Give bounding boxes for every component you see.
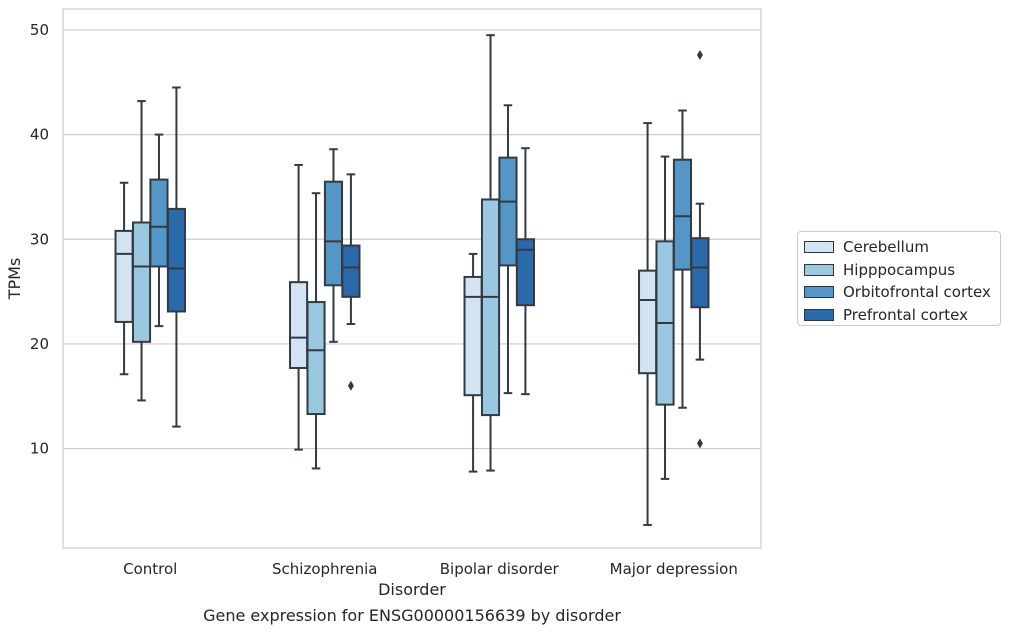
legend-swatch: [804, 263, 834, 276]
legend-label: Cerebellum: [843, 238, 929, 257]
box-cerebellum: [463, 252, 483, 473]
box-orbitofrontal-cortex: [149, 133, 169, 328]
y-tick-label: 50: [30, 21, 49, 39]
y-tick-label: 10: [30, 440, 49, 458]
legend-item: Hipppocampus: [804, 259, 1000, 282]
box-iqr: [323, 180, 344, 287]
box-prefrontal-cortex: [166, 86, 186, 428]
boxes: [114, 34, 710, 526]
box-iqr: [672, 158, 693, 271]
legend-item: Cerebellum: [804, 236, 1000, 259]
y-axis-label: TPMs: [5, 258, 24, 301]
box-orbitofrontal-cortex: [498, 104, 518, 395]
box-iqr: [638, 269, 658, 375]
legend: Cerebellum Hipppocampus Orbitofrontal cort…: [797, 231, 1001, 326]
box-cerebellum: [289, 163, 309, 451]
plot-frame: [62, 8, 762, 549]
box-cerebellum: [114, 181, 134, 376]
x-tick-label: Bipolar disorder: [440, 560, 560, 578]
box-prefrontal-cortex: [515, 147, 535, 396]
outlier-point: [696, 438, 703, 449]
x-tick-labels: Control Schizophrenia Bipolar disorder Majo…: [123, 560, 738, 578]
figure-caption: Gene expression for ENSG00000156639 by d…: [203, 606, 621, 625]
y-tick-label: 40: [30, 126, 49, 144]
box-iqr: [341, 244, 361, 298]
box-cerebellum: [638, 122, 658, 526]
box-hipppocampus: [131, 100, 152, 402]
x-tick-label: Control: [123, 560, 177, 578]
legend-item: Orbitofrontal cortex: [804, 281, 1000, 304]
x-tick-label: Schizophrenia: [272, 560, 377, 578]
y-tick-labels: 10 20 30 40 50: [30, 21, 49, 458]
outlier-point: [696, 50, 703, 61]
box-iqr: [149, 178, 169, 268]
box-iqr: [498, 156, 518, 267]
box-iqr: [480, 198, 501, 417]
box-hipppocampus: [480, 34, 501, 472]
legend-label: Hipppocampus: [843, 260, 956, 279]
x-axis-label: Disorder: [378, 580, 446, 599]
y-tick-label: 20: [30, 335, 49, 353]
box-iqr: [289, 281, 309, 369]
box-orbitofrontal-cortex: [323, 148, 344, 343]
legend-swatch: [804, 286, 834, 299]
box-iqr: [114, 229, 134, 323]
y-tick-label: 30: [30, 230, 49, 248]
box-prefrontal-cortex: [690, 50, 710, 449]
box-iqr: [166, 207, 186, 313]
box-hipppocampus: [306, 192, 326, 470]
box-hipppocampus: [655, 155, 675, 480]
legend-swatch: [804, 308, 834, 321]
legend-label: Prefrontal cortex: [843, 305, 968, 324]
outlier-point: [347, 380, 354, 391]
box-iqr: [690, 237, 710, 309]
box-orbitofrontal-cortex: [672, 109, 693, 409]
box-iqr: [131, 221, 152, 343]
legend-label: Orbitofrontal cortex: [843, 283, 991, 302]
box-iqr: [306, 301, 326, 416]
box-iqr: [463, 275, 483, 397]
box-prefrontal-cortex: [341, 173, 361, 391]
legend-swatch: [804, 241, 834, 254]
box-iqr: [515, 238, 535, 307]
legend-item: Prefrontal cortex: [804, 304, 1000, 327]
x-tick-label: Major depression: [610, 560, 738, 578]
